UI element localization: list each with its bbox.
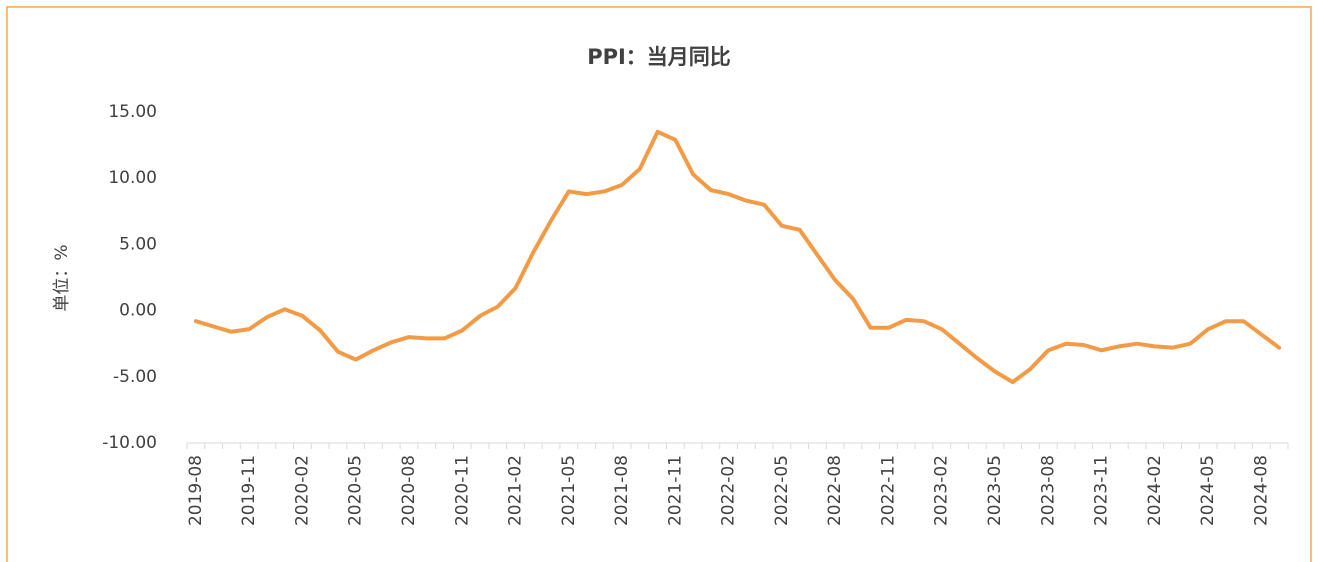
x-tick-label: 2024-02 [1145, 455, 1165, 526]
x-tick-label: 2021-11 [665, 455, 685, 526]
y-tick-label: 15.00 [108, 102, 157, 122]
x-tick-label: 2022-11 [878, 455, 898, 526]
x-tick-label: 2021-02 [506, 455, 526, 526]
data-line [193, 129, 1282, 385]
x-tick-label: 2019-11 [239, 455, 259, 526]
x-tick-label: 2023-08 [1038, 455, 1058, 526]
x-tick-label: 2020-11 [452, 455, 472, 526]
x-tick-label: 2023-05 [985, 455, 1005, 526]
y-axis-label: 单位：% [52, 244, 72, 311]
x-tick-label: 2023-11 [1092, 455, 1112, 526]
x-tick-label: 2020-02 [292, 455, 312, 526]
x-tick-label: 2024-05 [1198, 455, 1218, 526]
y-tick-label: 10.00 [108, 168, 157, 188]
chart-frame [6, 6, 1312, 562]
x-tick-label: 2022-05 [772, 455, 792, 526]
x-tick-label: 2024-08 [1251, 455, 1271, 526]
x-tick-label: 2019-08 [186, 455, 206, 526]
x-tick-label: 2021-05 [559, 455, 579, 526]
x-tick-label: 2023-02 [932, 455, 952, 526]
x-tick-label: 2020-08 [399, 455, 419, 526]
x-tick-label: 2022-08 [825, 455, 845, 526]
chart-title: PPI：当月同比 [587, 45, 731, 69]
y-tick-label: 5.00 [119, 234, 157, 254]
y-tick-label: -5.00 [113, 367, 157, 387]
x-tick-label: 2020-05 [346, 455, 366, 526]
y-tick-label: -10.00 [102, 433, 157, 453]
y-tick-label: 0.00 [119, 301, 157, 321]
x-tick-label: 2022-02 [719, 455, 739, 526]
x-tick-label: 2021-08 [612, 455, 632, 526]
